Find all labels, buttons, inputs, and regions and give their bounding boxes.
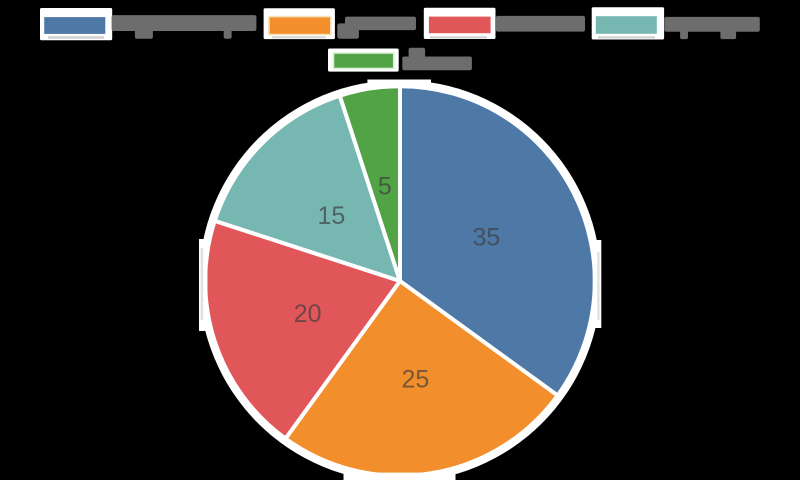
svg-text:5: 5 [378,173,392,201]
svg-text:15: 15 [317,202,345,230]
svg-text:25: 25 [401,365,429,393]
svg-text:20: 20 [294,300,322,328]
svg-text:35: 35 [472,224,500,252]
